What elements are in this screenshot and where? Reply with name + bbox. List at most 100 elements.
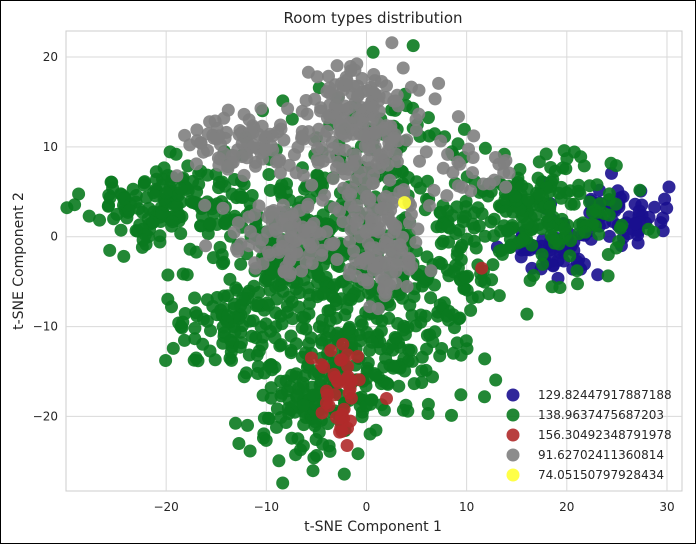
scatter-point: [428, 278, 441, 292]
scatter-point: [457, 122, 471, 136]
scatter-point: [467, 221, 481, 235]
scatter-point: [307, 133, 321, 147]
scatter-point: [196, 145, 210, 159]
scatter-point: [192, 167, 206, 181]
scatter-point: [126, 182, 140, 196]
scatter-point: [293, 286, 307, 300]
scatter-point: [412, 83, 426, 97]
scatter-point: [436, 161, 450, 175]
scatter-point: [159, 186, 173, 200]
scatter-point: [122, 204, 136, 217]
scatter-point: [558, 222, 572, 235]
scatter-point: [310, 70, 324, 84]
scatter-point: [628, 217, 642, 231]
scatter-point: [236, 291, 250, 305]
scatter-point: [570, 264, 584, 278]
scatter-point: [217, 329, 231, 343]
scatter-point: [252, 285, 266, 299]
scatter-point: [315, 248, 329, 262]
scatter-point: [451, 179, 465, 193]
scatter-point: [284, 344, 298, 357]
scatter-point: [319, 396, 333, 410]
scatter-point: [178, 128, 192, 142]
scatter-point: [212, 181, 226, 195]
scatter-point: [388, 331, 402, 344]
x-tick-label: 30: [659, 500, 674, 514]
scatter-point: [285, 295, 299, 309]
scatter-point: [586, 205, 599, 219]
scatter-point: [275, 317, 289, 331]
scatter-point: [409, 113, 423, 126]
scatter-point: [316, 437, 330, 451]
x-tick-label: 20: [559, 500, 574, 514]
scatter-point: [257, 427, 271, 441]
scatter-point: [136, 205, 149, 219]
scatter-point: [322, 69, 335, 83]
scatter-point: [387, 94, 401, 108]
scatter-point: [428, 92, 442, 106]
scatter-point: [434, 134, 448, 148]
scatter-point: [297, 168, 310, 182]
scatter-point: [398, 364, 412, 378]
scatter-point: [365, 335, 379, 349]
scatter-point: [415, 364, 429, 378]
scatter-point: [320, 111, 334, 125]
scatter-point: [338, 308, 352, 322]
scatter-point: [366, 45, 380, 59]
scatter-point: [450, 248, 464, 262]
scatter-point: [351, 447, 365, 461]
scatter-point: [527, 269, 541, 282]
scatter-point: [296, 439, 310, 453]
scatter-point: [305, 257, 319, 270]
scatter-point: [333, 204, 346, 218]
scatter-point: [539, 147, 553, 161]
scatter-point: [350, 111, 364, 125]
scatter-point: [183, 138, 197, 152]
legend-marker: [506, 448, 520, 462]
scatter-point: [189, 157, 203, 171]
scatter-point: [220, 125, 233, 139]
scatter-point: [269, 225, 283, 239]
scatter-point: [242, 348, 256, 362]
scatter-point: [322, 324, 336, 338]
scatter-point: [352, 373, 366, 387]
scatter-point: [442, 313, 455, 327]
scatter-point: [375, 75, 389, 88]
legend-marker: [506, 408, 520, 422]
scatter-point: [383, 173, 397, 187]
scatter-point: [110, 207, 124, 221]
scatter-point: [464, 303, 478, 317]
legend-label: 91.62702411360814: [538, 448, 664, 462]
scatter-point: [264, 381, 278, 395]
scatter-point: [178, 307, 192, 320]
y-tick-label: −10: [33, 320, 58, 334]
scatter-point: [602, 187, 616, 201]
series-2-points: [304, 261, 489, 452]
tick-labels: −20 −10 0 10 20 30 20 10 0 −10 −20: [33, 50, 675, 514]
scatter-point: [592, 227, 606, 241]
series-3-points: [170, 36, 516, 316]
scatter-point: [262, 168, 276, 181]
scatter-point: [307, 451, 321, 465]
scatter-point: [476, 177, 490, 191]
scatter-point: [380, 376, 394, 390]
scatter-point: [255, 119, 269, 133]
scatter-point: [297, 418, 311, 432]
scatter-point: [466, 166, 479, 180]
y-tick-label: 0: [50, 230, 58, 244]
scatter-point: [199, 239, 213, 253]
scatter-point: [355, 318, 369, 332]
scatter-point: [540, 209, 554, 223]
scatter-point: [295, 104, 309, 118]
scatter-point: [274, 374, 288, 388]
scatter-point: [285, 368, 299, 382]
scatter-point: [178, 333, 191, 347]
scatter-point: [346, 127, 360, 141]
scatter-point: [249, 261, 263, 275]
scatter-point: [221, 289, 235, 303]
scatter-point: [363, 192, 377, 206]
scatter-point: [409, 235, 423, 249]
scatter-point: [421, 397, 435, 411]
scatter-point: [361, 153, 375, 167]
scatter-point: [280, 384, 294, 398]
